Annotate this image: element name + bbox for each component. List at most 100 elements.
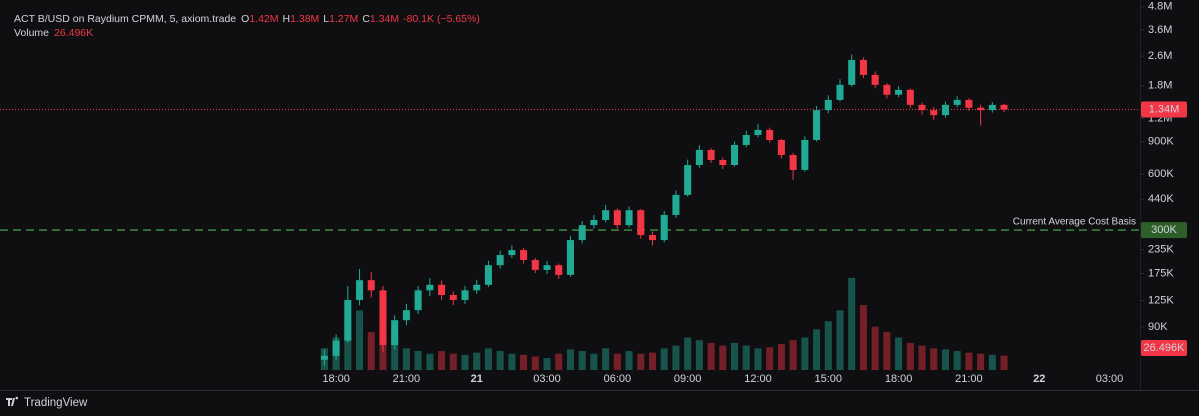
x-tick-label: 18:00 [322,373,350,385]
volume-bar [731,342,739,370]
candle-body [414,290,422,311]
legend-header: ACT B/USD on Raydium CPMM, 5, axiom.trad… [14,13,480,39]
candle-body [1000,104,1008,110]
candle-body [402,310,410,321]
volume-bar [742,345,750,370]
candle-body [766,129,774,140]
volume-bar [977,353,985,370]
volume-bar [484,348,492,370]
volume-legend: Volume 26.496K [14,27,93,39]
candle-body [660,214,668,241]
volume-bar [836,310,844,370]
candle-body [578,225,586,241]
y-tick-label: 3.6M [1148,24,1172,36]
volume-bar [824,321,832,370]
candle-body [344,299,352,341]
cost-basis-label: Current Average Cost Basis [1013,217,1136,228]
volume-bar [625,351,633,370]
candle-body [496,255,504,266]
candle-body [625,210,633,226]
volume-bar [883,332,891,370]
volume-bar [672,345,680,370]
candle-body [637,210,645,236]
volume-bar [438,351,446,370]
candle-body [520,250,528,260]
candle-body [801,139,809,170]
candle-body [426,284,434,291]
candle-body [918,104,926,111]
y-tick-label: 4.8M [1148,1,1172,13]
y-tick-label: 235K [1148,244,1174,256]
volume-value: 26.496K [54,27,93,39]
volume-bar [590,353,598,370]
x-tick-label: 22 [1033,373,1045,385]
candle-body [707,149,715,161]
legend-line: ACT B/USD on Raydium CPMM, 5, axiom.trad… [14,13,480,25]
candle-body [953,99,961,105]
tradingview-logo[interactable]: TradingView [6,396,88,409]
x-tick-label: 18:00 [885,373,913,385]
candle-body [965,99,973,108]
x-tick-label: 12:00 [744,373,772,385]
cost-basis-tag-bg [1141,222,1187,239]
volume-bar [578,351,586,370]
ohlc-key: L [323,13,329,25]
y-tick-label: 175K [1148,267,1174,279]
volume-bar [719,345,727,370]
volume-bar [414,351,422,370]
x-tick-label: 09:00 [674,373,702,385]
volume-bar [813,329,821,370]
volume-bar [613,353,621,370]
change: -80.1K (−5.65%) [403,13,480,25]
volume-bar [555,353,563,370]
x-tick-label: 03:00 [1096,373,1124,385]
volume-bar [1000,355,1008,370]
candle-body [613,210,621,226]
volume-bar [367,332,375,370]
y-tick-label: 1.8M [1148,80,1172,92]
candle-body [941,104,949,116]
volume-bar [953,351,961,370]
volume-title: Volume [14,27,49,39]
ohlc-value: 1.42M [249,13,278,25]
candle-body [484,265,492,285]
candle-body [813,110,821,140]
volume-bar [801,337,809,370]
volume-bar [988,354,996,370]
candle-body [789,154,797,170]
volume-bar [660,348,668,370]
candle-body [695,149,703,165]
footer-text: TradingView [24,397,88,409]
y-tick-label: 125K [1148,294,1174,306]
candle-body [895,89,903,95]
candle-body [449,294,457,300]
candle-body [648,235,657,241]
ohlc-key: H [283,13,291,25]
volume-bar [965,352,973,370]
candle-body [590,219,598,226]
x-tick-label: 21:00 [955,373,983,385]
volume-bar [871,326,879,370]
volume-bar [473,352,481,370]
volume-bar [695,340,703,370]
candle-body [356,280,364,300]
candle-body [871,74,879,85]
ohlc-value: 1.27M [329,13,358,25]
volume-bar [344,321,352,370]
volume-bar [402,348,410,370]
candle-body [719,160,727,165]
candle-body [754,129,762,135]
x-tick-label: 03:00 [533,373,561,385]
volume-bar [520,354,528,370]
x-tick-label: 21:00 [393,373,421,385]
volume-bar [508,353,516,370]
candle-body [543,265,551,270]
ohlc-value: 1.38M [290,13,319,25]
volume-bar [789,340,797,370]
candle-body [836,84,844,100]
volume-bar [848,277,856,370]
ohlc-key: O [241,13,249,25]
candle-body [461,290,469,300]
